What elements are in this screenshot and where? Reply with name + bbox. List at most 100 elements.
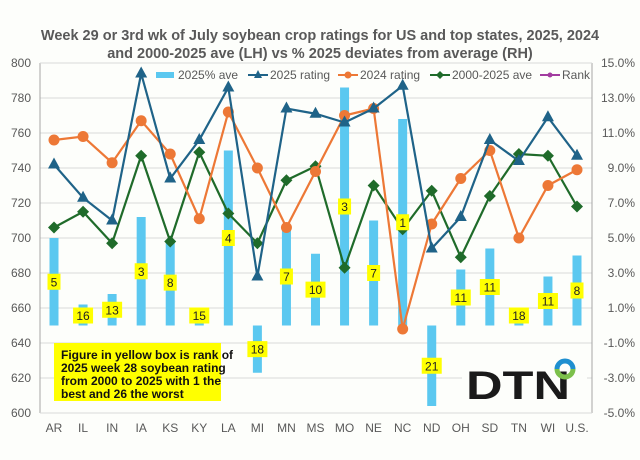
rank-box [421, 357, 442, 374]
legend-marker [254, 70, 262, 78]
gridlines [39, 62, 593, 414]
marker-diamond [280, 174, 293, 187]
rank-value: 18 [251, 343, 265, 357]
logo-background [462, 360, 587, 405]
x-tick-label: LA [221, 421, 236, 435]
rank-label: 8 [570, 282, 584, 299]
marker-diamond [571, 200, 583, 213]
legend-item: 2025 rating [248, 68, 330, 82]
right-axis: -5.0% -3.0% -1.0% 1.0% 3.0% 5.0% 7.0% 9.0% 11.0%… [601, 56, 635, 420]
marker-diamond [338, 261, 351, 274]
x-tick-label: IA [135, 421, 146, 435]
marker-circle [397, 323, 409, 335]
marker-triangle [512, 154, 525, 165]
right-tick-label: -3.0% [604, 371, 636, 385]
x-tick-label: ND [423, 421, 441, 435]
marker-circle [164, 148, 176, 160]
marker-circle [106, 157, 118, 169]
marker-triangle [193, 133, 206, 144]
marker-triangle [396, 78, 409, 90]
marker-triangle [425, 241, 438, 253]
marker-triangle [106, 213, 119, 225]
left-tick-label: 620 [11, 371, 31, 385]
rank-value: 4 [225, 232, 232, 246]
marker-diamond [367, 179, 380, 192]
marker-diamond [222, 207, 235, 220]
rank-value: 11 [455, 291, 468, 305]
right-tick-label: 7.0% [608, 196, 636, 210]
marker-diamond [454, 251, 467, 264]
marker-circle [193, 213, 205, 225]
x-tick-label: TN [511, 421, 527, 435]
right-tick-label: 5.0% [608, 231, 636, 245]
rank-label: 18 [247, 341, 268, 358]
rank-label: 15 [189, 307, 210, 324]
left-tick-label: 700 [11, 231, 31, 245]
marker-triangle [222, 80, 235, 92]
rank-value: 1 [399, 216, 406, 230]
marker-diamond [425, 184, 438, 197]
marker-circle [48, 134, 60, 146]
rank-box [367, 265, 381, 281]
annotation-line-2: 2025 week 28 soybean rating [61, 361, 226, 375]
rank-box [479, 279, 500, 295]
x-tick-label: MO [335, 421, 354, 435]
rank-value: 7 [283, 270, 290, 284]
x-tick-label: U.S. [565, 421, 588, 435]
marker-diamond [251, 237, 264, 250]
marker-circle [280, 222, 292, 233]
rank-value: 3 [138, 265, 145, 279]
rank-label: 10 [305, 281, 326, 298]
right-tick-label: -5.0% [604, 406, 636, 420]
rank-box [73, 307, 94, 324]
marker-triangle [164, 171, 177, 183]
rank-label: 18 [508, 307, 529, 324]
marker-triangle [77, 190, 90, 202]
rank-label: 1 [396, 214, 410, 231]
x-tick-label: WI [541, 421, 556, 435]
left-tick-label: 600 [11, 406, 31, 420]
marker-diamond [483, 190, 496, 202]
right-tick-label: 9.0% [608, 161, 636, 175]
marker-circle [251, 162, 263, 174]
rank-box [338, 198, 352, 215]
marker-diamond [193, 146, 206, 159]
logo-text: DTN [466, 364, 570, 408]
marker-triangle [280, 101, 293, 113]
chart-title-line-1: Week 29 or 3rd wk of July soybean crop r… [41, 28, 599, 44]
rank-value: 15 [193, 309, 207, 323]
marker-diamond [135, 149, 148, 162]
marker-triangle [48, 157, 60, 169]
marker-triangle [483, 133, 496, 144]
x-tick-label: MN [277, 421, 296, 435]
series-2025-rating [48, 66, 583, 281]
x-tick-label: MI [251, 421, 264, 435]
x-tick-label: KS [162, 421, 178, 435]
legend-label: 2025 rating [270, 68, 330, 82]
rank-box [305, 281, 326, 298]
marker-circle [571, 164, 583, 176]
marker-diamond [106, 237, 119, 250]
rank-box [221, 230, 235, 246]
x-tick-label: NE [365, 421, 382, 435]
legend-marker [436, 71, 444, 79]
left-tick-label: 680 [11, 266, 31, 280]
left-tick-label: 740 [11, 161, 31, 175]
rank-value: 8 [167, 276, 174, 290]
legend-item: Rank [540, 68, 591, 82]
rank-value: 3 [341, 200, 348, 214]
rank-box [102, 301, 123, 318]
rank-box [508, 307, 529, 324]
x-tick-label: IN [106, 421, 118, 435]
right-tick-label: 3.0% [608, 266, 636, 280]
rank-value: 18 [512, 309, 526, 323]
x-tick-label: OH [452, 421, 470, 435]
rank-label: 3 [134, 263, 148, 280]
rank-label: 13 [102, 301, 123, 318]
marker-diamond [541, 149, 554, 162]
marker-triangle [338, 115, 351, 127]
legend: 2025% ave 2025 rating 2024 rating 2000-2025… [156, 68, 591, 82]
rank-box [570, 282, 584, 299]
marker-diamond [48, 221, 60, 234]
